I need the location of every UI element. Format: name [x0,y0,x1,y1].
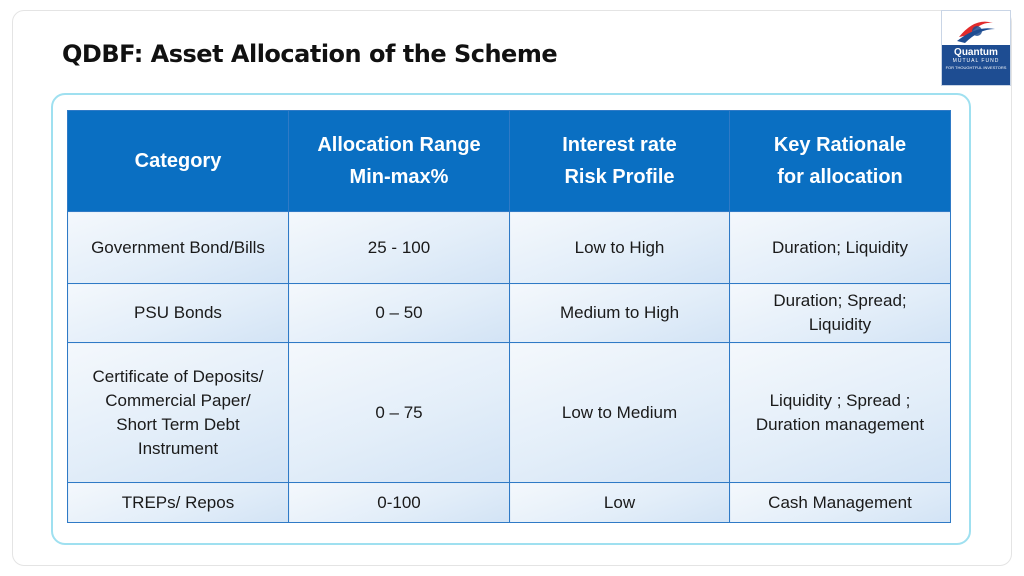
quantum-logo-mark-icon [957,21,995,43]
header-category: Category [67,110,289,212]
logo-tagline: FOR THOUGHTFUL INVESTORS [942,65,1010,85]
slide-title: QDBF: Asset Allocation of the Scheme [62,40,558,68]
cell-allocation: 0 – 50 [288,283,510,343]
table-row: Certificate of Deposits/ Commercial Pape… [67,342,951,483]
logo-name: Quantum [942,45,1010,58]
cell-risk: Low [509,482,730,523]
cell-risk: Low to High [509,211,730,284]
table-header-row: Category Allocation Range Min-max% Inter… [67,110,951,212]
cell-rationale: Duration; Spread; Liquidity [729,283,951,343]
cell-rationale: Cash Management [729,482,951,523]
cell-rationale: Liquidity ; Spread ; Duration management [729,342,951,483]
cell-allocation: 0-100 [288,482,510,523]
header-allocation-range: Allocation Range Min-max% [288,110,510,212]
asset-allocation-table: Category Allocation Range Min-max% Inter… [67,110,951,523]
table-row: Government Bond/Bills 25 - 100 Low to Hi… [67,211,951,284]
header-key-rationale: Key Rationale for allocation [729,110,951,212]
cell-category: PSU Bonds [67,283,289,343]
cell-risk: Medium to High [509,283,730,343]
cell-allocation: 0 – 75 [288,342,510,483]
cell-allocation: 25 - 100 [288,211,510,284]
cell-risk: Low to Medium [509,342,730,483]
cell-rationale: Duration; Liquidity [729,211,951,284]
cell-category: Certificate of Deposits/ Commercial Pape… [67,342,289,483]
cell-category: TREPs/ Repos [67,482,289,523]
table-row: TREPs/ Repos 0-100 Low Cash Management [67,482,951,523]
header-interest-rate-risk: Interest rate Risk Profile [509,110,730,212]
quantum-logo: Quantum MUTUAL FUND FOR THOUGHTFUL INVES… [941,10,1011,86]
table-row: PSU Bonds 0 – 50 Medium to High Duration… [67,283,951,343]
cell-category: Government Bond/Bills [67,211,289,284]
logo-subtitle: MUTUAL FUND [942,58,1010,65]
